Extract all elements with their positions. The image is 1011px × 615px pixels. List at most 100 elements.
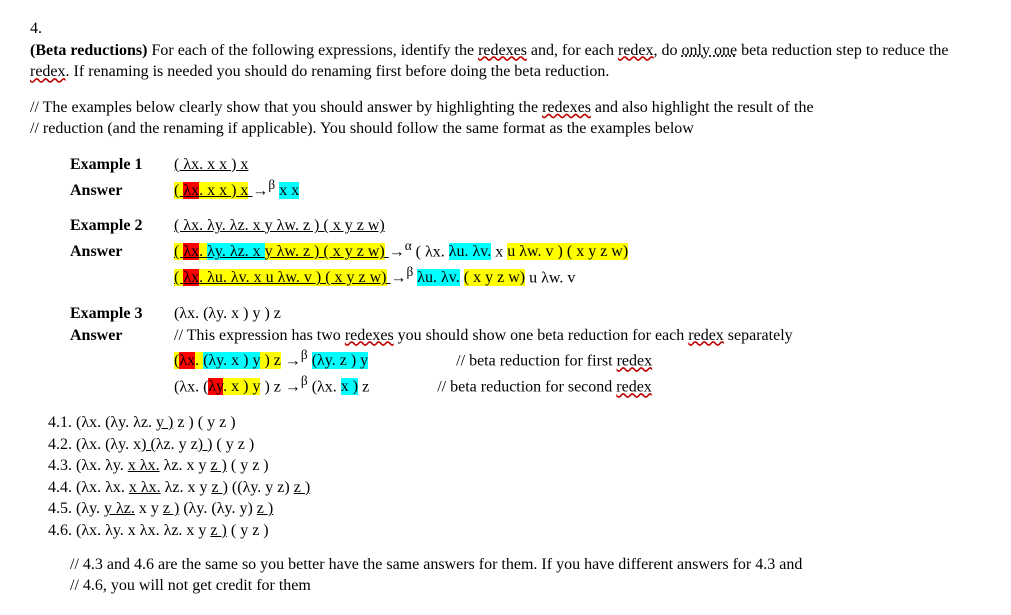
example-label: Example 1 (70, 154, 170, 176)
example-1: Example 1 ( λx. x x ) x Answer ( λx. x x… (70, 154, 950, 202)
t: u λw. v ) (266, 269, 322, 286)
t: ( x y z w) (563, 243, 628, 260)
sup: β (301, 347, 308, 362)
t: y (248, 378, 260, 395)
expr: (λx. (λy. x ) y ) z (174, 305, 281, 322)
t: and, for each (527, 42, 618, 59)
t: . (199, 269, 207, 286)
question-body: (Beta reductions) For each of the follow… (30, 40, 950, 597)
t: y λz. (104, 500, 135, 517)
t: x (279, 182, 291, 199)
t: ( x y z w) (319, 243, 384, 260)
only-one: only one (682, 42, 738, 59)
t: and also highlight the result of the (591, 99, 814, 116)
t: x ) (219, 182, 236, 199)
t: 4.3. (λx. λy. (48, 457, 128, 474)
t: . x (199, 182, 219, 199)
arrow: → (391, 269, 407, 286)
t: . (195, 352, 203, 369)
t: z ) (210, 522, 226, 539)
t: x x (279, 182, 299, 199)
t: // This expression has two (174, 327, 345, 344)
t: redex (617, 352, 653, 369)
t: ( x y z w) (464, 269, 525, 286)
t: y λw. z ) (265, 243, 320, 260)
t: y λw. z ) (265, 217, 320, 234)
t: (λy. (312, 352, 340, 369)
answer-label: Answer (70, 180, 170, 202)
example-label: Example 3 (70, 303, 170, 325)
t: separately (724, 327, 793, 344)
t: z ) (163, 500, 179, 517)
t: λy. λz. x (207, 243, 265, 260)
example-label: Example 2 (70, 215, 170, 237)
comment-line: // The examples below clearly show that … (30, 99, 542, 116)
t: y ) z (248, 305, 280, 322)
example-3: Example 3 (λx. (λy. x ) y ) z Answer // … (70, 303, 950, 398)
question-number: 4. (30, 18, 58, 40)
t: λx (183, 243, 199, 260)
t: ) ) (198, 436, 213, 453)
t: λz. x y (160, 457, 211, 474)
t: 4.5. (λy. (48, 500, 104, 517)
t: z (358, 378, 369, 395)
redexes-word: redexes (542, 99, 591, 116)
t: redex (688, 327, 724, 344)
t: 4.1. (λx. (λy. λz. (48, 414, 156, 431)
t: u λw. v ) (507, 243, 563, 260)
t: λx (183, 182, 199, 199)
t: . If renaming is needed you should do re… (66, 63, 610, 80)
t: ( (174, 269, 183, 286)
t: y ) (156, 414, 173, 431)
arrow: → (252, 182, 268, 199)
t: x λx. (128, 457, 160, 474)
t: ( y z ) (227, 522, 269, 539)
t: λz. x y (161, 479, 212, 496)
t: u λw. v (525, 269, 575, 286)
t: x (236, 182, 248, 199)
t: u λw. v ) ( x y z w) (507, 243, 628, 260)
t: z ) (210, 457, 226, 474)
t: x ) (231, 352, 248, 369)
t: (λy. (λy. y) (179, 500, 256, 517)
t: x λx. (129, 479, 161, 496)
example-2: Example 2 ( λx. λy. λz. x y λw. z ) ( x … (70, 215, 950, 288)
answer-label: Answer (70, 241, 170, 263)
expr: ( λx. x x ) x (174, 156, 248, 173)
sup: β (301, 373, 308, 388)
problem-4-1: 4.1. (λx. (λy. λz. y ) z ) ( y z ) (48, 412, 950, 434)
t: z ) (257, 500, 273, 517)
t: (λx. (λy. (174, 305, 231, 322)
t: 4.6. (λx. λy. x λx. λz. x y (48, 522, 210, 539)
t: ( λx. x x ) x (174, 182, 248, 199)
t: x y (135, 500, 163, 517)
answer-label: Answer (70, 325, 170, 347)
t: x (291, 182, 299, 199)
t: ) ( (141, 436, 156, 453)
t: // 4.6, you will not get credit for them (70, 575, 950, 597)
t: you should show one beta reduction for e… (394, 327, 689, 344)
t: x ) (219, 156, 236, 173)
t: redex (616, 378, 652, 395)
arrow: → (389, 243, 405, 260)
problem-4-4: 4.4. (λx. λx. x λx. λz. x y z ) ((λy. y … (48, 477, 950, 499)
t: x ) (231, 378, 248, 395)
sup: β (268, 177, 275, 192)
t: ( x y z w) (321, 269, 386, 286)
t: 4.2. (λx. (λy. x (48, 436, 141, 453)
redex-word: redex (618, 42, 654, 59)
expr: ( λx. λu. λv. x u λw. v ) ( x y z w) (174, 269, 391, 286)
t: (λy. z ) y (312, 352, 368, 369)
t: z ) ( y z ) (173, 414, 235, 431)
t: y (356, 352, 368, 369)
t: ( (174, 182, 183, 199)
footnote: // 4.3 and 4.6 are the same so you bette… (70, 554, 950, 597)
t: , do (654, 42, 682, 59)
t: λz. y z (156, 436, 198, 453)
t: λy (208, 378, 223, 395)
t: ( x y z w) (319, 217, 384, 234)
t: ( λx. λy. λz. x y λw. z ) ( x y z w) (174, 243, 385, 260)
problem-4-6: 4.6. (λx. λy. x λx. λz. x y z ) ( y z ) (48, 520, 950, 542)
t: ( y z ) (212, 436, 254, 453)
t: λu. λv. x (207, 269, 265, 286)
